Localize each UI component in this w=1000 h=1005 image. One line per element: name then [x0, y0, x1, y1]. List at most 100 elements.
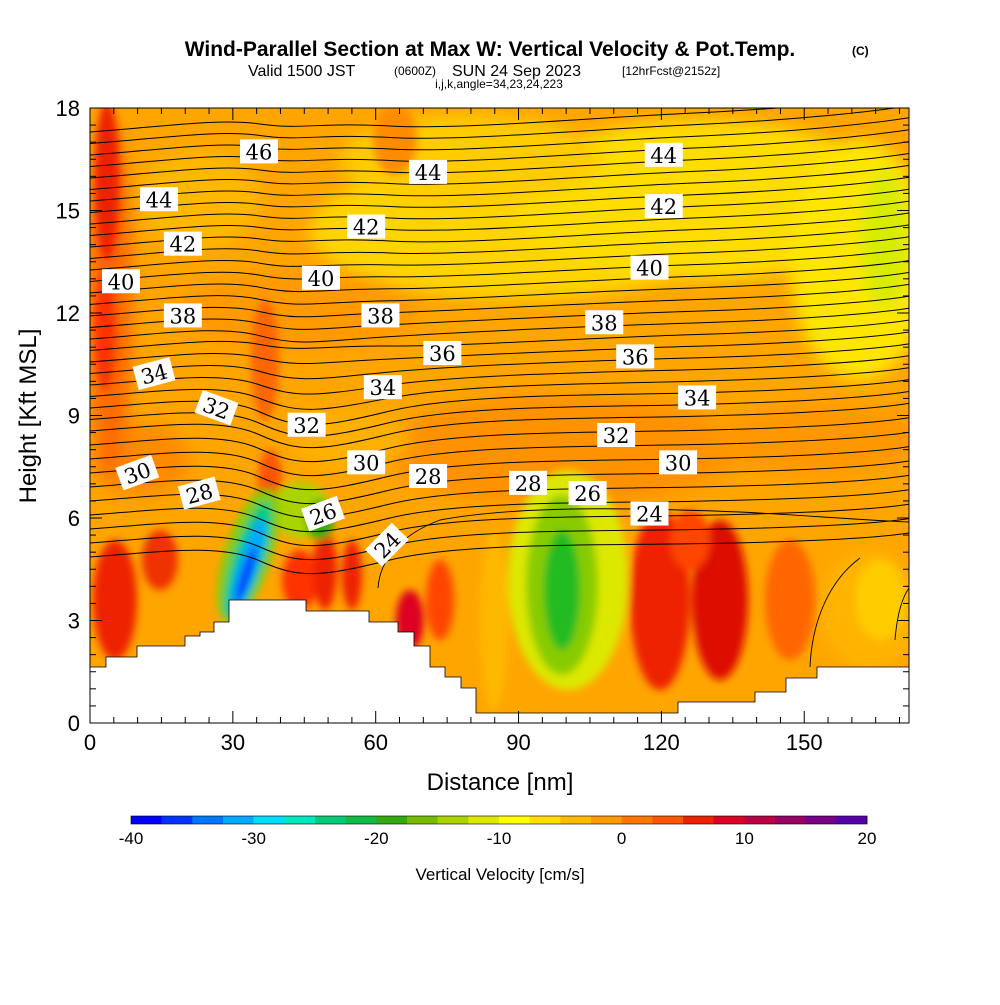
- theta-label-bg: [101, 269, 140, 294]
- theta-label-text: 44: [650, 144, 677, 168]
- theta-label: 44: [644, 142, 683, 168]
- theta-label: 38: [361, 303, 400, 328]
- valid-time-line: Valid 1500 JST (0600Z) SUN 24 Sep 2023 […: [248, 63, 720, 80]
- colorbar-swatch: [621, 816, 653, 824]
- valid-date: SUN 24 Sep 2023: [452, 63, 581, 80]
- isentrope-line: [90, 108, 784, 133]
- isentrope-line: [90, 224, 909, 259]
- x-tick-label: 30: [221, 730, 245, 755]
- field-blob: [765, 540, 815, 660]
- isentrope-line: [90, 272, 909, 305]
- isentrope-line: [90, 153, 909, 190]
- field-sharp-blobs: [93, 108, 905, 710]
- field-blob: [670, 510, 710, 570]
- y-tick-label: 18: [56, 96, 80, 121]
- theta-label: 44: [409, 159, 448, 185]
- field-blob: [313, 530, 337, 610]
- theta-label: 40: [301, 265, 340, 291]
- theta-label-bg: [194, 389, 239, 426]
- theta-label-bg: [115, 454, 160, 491]
- isentrope-line: [90, 518, 909, 561]
- theta-label: 42: [644, 194, 683, 219]
- field-blob: [373, 108, 417, 175]
- theta-label-bg: [585, 310, 624, 335]
- theta-label-bg: [423, 341, 462, 365]
- x-tick-label: 0: [84, 730, 96, 755]
- y-axis-label: Height [Kft MSL]: [15, 329, 42, 504]
- theta-label: 38: [585, 310, 624, 335]
- theta-label: 34: [132, 357, 176, 391]
- colorbar-swatch: [223, 816, 255, 824]
- colorbar-swatch: [284, 816, 316, 824]
- theta-label: 36: [616, 344, 655, 369]
- field-blob: [95, 108, 119, 260]
- theta-label-text: 34: [369, 376, 396, 400]
- field-blob: [282, 550, 318, 610]
- isentrope-line: [90, 367, 909, 410]
- colorbar-swatch: [499, 816, 531, 824]
- colorbar: -40 -30 -20 -10 0 10 20: [119, 815, 877, 848]
- theta-label: 28: [509, 470, 548, 496]
- field-blob: [544, 530, 580, 650]
- colorbar-swatch: [468, 816, 500, 824]
- colorbar-swatch: [836, 816, 868, 824]
- theta-label-bg: [361, 303, 400, 328]
- colorbar-swatch: [192, 816, 224, 824]
- theta-label-bg: [630, 501, 669, 526]
- theta-label: 24: [630, 501, 669, 527]
- isentrope-line: [90, 307, 909, 343]
- theta-label-bg: [568, 481, 607, 506]
- colorbar-swatch: [560, 816, 592, 824]
- theta-label-text: 38: [591, 311, 618, 335]
- theta-label: 44: [140, 187, 179, 212]
- isentrope-line: [90, 283, 909, 318]
- descent-plume: [216, 488, 280, 622]
- theta-label: 38: [163, 303, 202, 328]
- theta-label-text: 42: [353, 216, 380, 240]
- colorbar-tick-label: -30: [241, 829, 266, 848]
- x-tick-label: 120: [643, 730, 680, 755]
- colorbar-swatch: [437, 816, 469, 824]
- field-blob: [855, 560, 905, 640]
- colorbar-swatch: [744, 816, 776, 824]
- isentrope-line: [90, 343, 909, 380]
- colorbar-swatch: [652, 816, 684, 824]
- isentrope-line: [90, 431, 909, 477]
- field-blob: [480, 530, 508, 710]
- grid-indices: i,j,k,angle=34,23,24,223: [435, 77, 563, 91]
- theta-label-bg: [163, 303, 202, 328]
- isentrope-line: [90, 489, 909, 533]
- isentrope-line: [90, 117, 909, 156]
- isentrope-line: [894, 587, 909, 641]
- theta-label: 34: [678, 385, 717, 410]
- colorbar-tick-label: 20: [858, 829, 877, 848]
- theta-label-bg: [140, 187, 179, 212]
- theta-label-text: 42: [169, 233, 196, 257]
- colorbar-swatch: [161, 816, 193, 824]
- theta-label-text: 38: [367, 304, 394, 328]
- colorbar-swatch: [683, 816, 715, 824]
- isentrope-line: [90, 474, 909, 519]
- theta-label-bg: [132, 357, 176, 391]
- theta-label-bg: [363, 375, 402, 400]
- x-axis-label: Distance [nm]: [427, 769, 574, 796]
- isentrope-line: [90, 319, 909, 351]
- theta-label: 30: [659, 450, 698, 475]
- x-tick-label: 150: [786, 730, 823, 755]
- theta-label: 42: [163, 231, 202, 257]
- theta-label-text: 46: [246, 140, 273, 164]
- theta-label-text: 24: [636, 503, 663, 527]
- theta-label-text: 40: [108, 270, 135, 294]
- colorbar-swatch: [775, 816, 807, 824]
- theta-label-bg: [409, 464, 448, 488]
- forecast-info: [12hrFcst@2152z]: [622, 64, 720, 78]
- y-tick-label: 15: [56, 199, 80, 224]
- valid-prefix: Valid 1500 JST: [248, 63, 356, 80]
- field-blob: [142, 530, 178, 590]
- theta-label-bg: [163, 231, 202, 256]
- colorbar-tick-label: 0: [617, 829, 626, 848]
- isentrope-line: [90, 331, 909, 365]
- theta-label-bg: [630, 255, 669, 280]
